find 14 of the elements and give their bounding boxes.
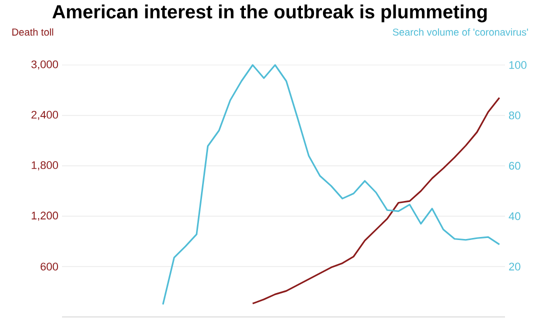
y2-tick-label: 100 [509,61,526,69]
y-axis-title: Death toll [12,28,54,36]
y2-tick-label: 20 [509,262,520,270]
y2-tick-label: 80 [509,112,520,120]
y2-tick-label: 60 [509,162,520,170]
y-tick-label: 600 [40,262,58,270]
y2-tick-label: 40 [508,212,520,220]
y2-axis-title: Search volume of 'coronavirus' [392,28,528,36]
chart-title: American interest in the outbreak is plummeting [52,4,487,22]
y-tick-label: 1,800 [32,161,58,170]
y-tick-label: 1,200 [32,212,58,221]
y-tick-label: 2,400 [32,110,58,120]
line-series [162,64,500,306]
y-tick-label: 3,000 [31,60,58,70]
